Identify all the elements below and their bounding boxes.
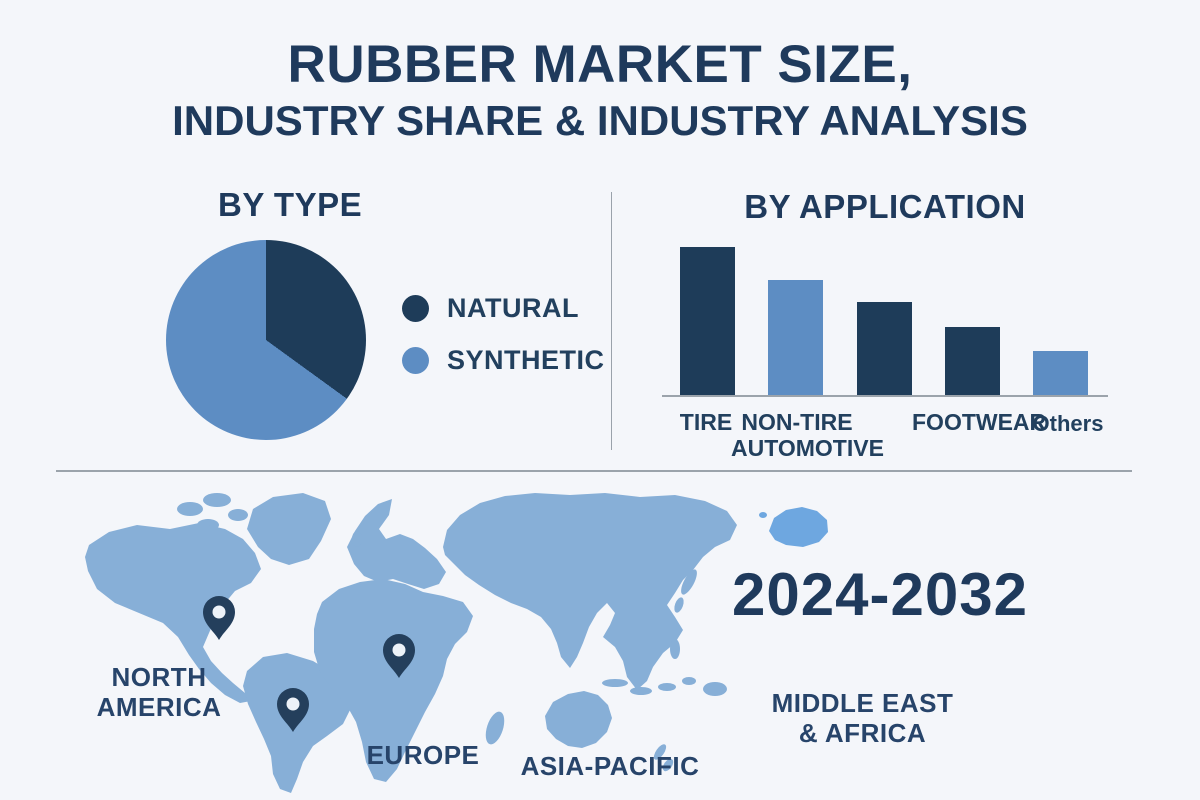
forecast-period: 2024-2032 bbox=[732, 561, 1028, 628]
bar-unlabeled bbox=[857, 302, 912, 395]
legend-item-natural: NATURAL bbox=[402, 292, 579, 323]
bar-others bbox=[1033, 351, 1088, 395]
region-label-middle-east-africa: MIDDLE EAST & AFRICA bbox=[771, 688, 954, 748]
northeast-islet-shape bbox=[759, 512, 767, 518]
page-title-line1: RUBBER MARKET SIZE, bbox=[287, 35, 913, 94]
region-label-north-america: NORTH AMERICA bbox=[96, 662, 222, 722]
africa-shape bbox=[314, 579, 473, 782]
synthetic-legend-label: SYNTHETIC bbox=[447, 344, 605, 375]
indonesia-island bbox=[682, 677, 696, 685]
arctic-island bbox=[177, 502, 203, 516]
by-type-heading: BY TYPE bbox=[218, 186, 363, 223]
south-america-pin-icon bbox=[277, 688, 309, 732]
new-zealand-shape bbox=[662, 758, 674, 772]
bar-label-non-tire-automotive: NON-TIRE AUTOMOTIVE bbox=[731, 409, 884, 461]
asia-shape bbox=[443, 493, 737, 690]
australia-shape bbox=[545, 691, 612, 748]
madagascar-shape bbox=[485, 711, 505, 745]
north-america-shape bbox=[85, 523, 261, 703]
british-isles-shape bbox=[352, 531, 362, 547]
indonesia-island bbox=[602, 679, 628, 687]
natural-legend-label: NATURAL bbox=[447, 292, 579, 323]
bar-chart-baseline bbox=[662, 395, 1108, 397]
bar-tire bbox=[680, 247, 735, 395]
north-america-pin-icon bbox=[203, 596, 235, 640]
indonesia-island bbox=[630, 687, 652, 695]
philippines-shape bbox=[670, 639, 680, 659]
greenland-shape bbox=[247, 493, 331, 565]
bar-label-tire: TIRE bbox=[679, 409, 733, 435]
bar-footwear bbox=[945, 327, 1000, 395]
new-zealand-shape bbox=[653, 744, 667, 760]
world-map bbox=[85, 493, 828, 793]
region-label-asia-pacific: ASIA-PACIFIC bbox=[520, 751, 700, 781]
bar-non-tire-automotive bbox=[768, 280, 823, 395]
by-application-heading: BY APPLICATION bbox=[744, 188, 1026, 225]
indonesia-island bbox=[658, 683, 676, 691]
europe-shape bbox=[347, 499, 446, 589]
synthetic-legend-dot-icon bbox=[402, 346, 429, 374]
bar-label-footwear: FOOTWEAR bbox=[912, 409, 1047, 435]
arctic-island bbox=[203, 493, 231, 507]
japan-shape bbox=[681, 569, 697, 595]
new-guinea-shape bbox=[703, 682, 727, 696]
pie-chart bbox=[166, 240, 366, 440]
region-label-europe: EUROPE bbox=[366, 740, 480, 770]
bar-label-others: Others bbox=[1032, 411, 1104, 436]
horizontal-divider bbox=[56, 470, 1132, 472]
japan-shape bbox=[674, 597, 684, 613]
page-title-line2: INDUSTRY SHARE & INDUSTRY ANALYSIS bbox=[172, 97, 1028, 144]
bar-chart bbox=[662, 240, 1108, 397]
arctic-island bbox=[228, 509, 248, 521]
legend-item-synthetic: SYNTHETIC bbox=[402, 344, 605, 375]
natural-legend-dot-icon bbox=[402, 294, 429, 322]
vertical-divider bbox=[611, 192, 612, 450]
africa-pin-icon bbox=[383, 634, 415, 678]
northeast-island-shape bbox=[769, 507, 828, 547]
